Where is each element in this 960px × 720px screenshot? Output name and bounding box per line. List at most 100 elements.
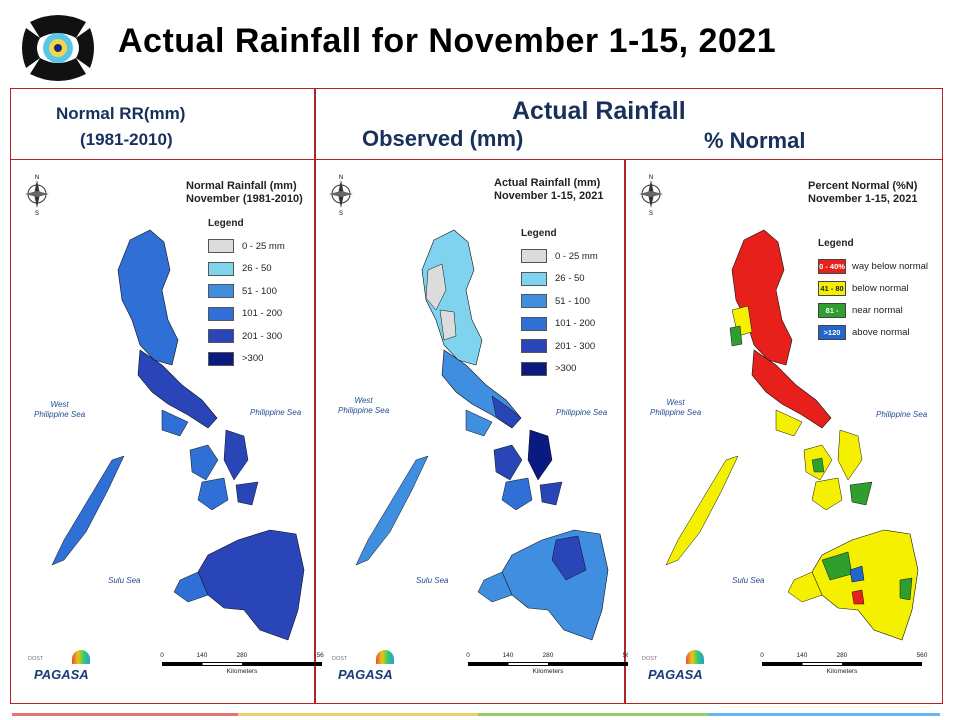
compass-n: N [35,175,39,181]
map-title: Actual Rainfall (mm) November 1-15, 2021 [494,177,603,203]
legend-swatch [208,261,234,276]
visayas-region [161,409,259,511]
content-frame [10,159,943,704]
map-title-line2: November 1-15, 2021 [808,193,918,205]
compass-n: N [339,175,343,181]
sulu-sea-label: Sulu Sea [108,576,141,585]
legend-item: 41 - 80 below normal [818,277,928,299]
scale-tick: 560 [316,652,324,659]
scale-tick: 140 [796,652,808,659]
percent-normal-map [665,229,919,641]
west-philippine-sea-label: West Philippine Sea [338,396,390,415]
normal-header-line2: (1981-2010) [80,130,173,149]
map-title-line1: Percent Normal (%N) [808,180,918,192]
legend-swatch [208,351,234,366]
umbrella-icon [376,650,394,664]
legend-swatch [208,306,234,321]
scale-tick: 0 [466,652,470,659]
page-title: Actual Rainfall for November 1-15, 2021 [118,22,777,60]
legend-swatch [208,329,234,344]
bottom-stripe-red [12,713,238,716]
legend-swatch [208,239,234,254]
map-title: Normal Rainfall (mm) November (1981-2010… [186,180,303,206]
scale-bar: 0 140 280 560 Kilometers [160,652,324,680]
compass-n: N [649,175,653,181]
bottom-stripe-green [478,713,708,716]
compass-s: S [339,211,343,216]
visayas-region [465,409,563,511]
visayas-region [775,409,873,511]
map-title-line1: Normal Rainfall (mm) [186,180,297,192]
actual-rainfall-map [355,229,609,641]
legend-item: 201 - 300 [521,335,598,358]
percent-normal-map-panel: N S Percent Normal (%N) November 1-15, 2… [626,160,938,700]
legend-item: 201 - 300 [208,325,285,348]
bottom-stripe-yellow [238,713,478,716]
compass-icon: N S [639,175,663,216]
scale-unit: Kilometers [826,668,858,675]
legend-item: 26 - 50 [208,258,285,281]
legend-item: 26 - 50 [521,268,598,291]
rainfall-legend: Legend 0 - 25 mm 26 - 50 51 - 100 101 - … [208,218,285,370]
scale-bar-graphic [468,662,628,666]
legend-item: 0 - 25 mm [208,235,285,258]
philippine-sea-label: Philippine Sea [876,410,928,419]
map-title-line2: November 1-15, 2021 [494,190,604,202]
pagasa-logo-top-text: DOST [28,656,44,662]
mindanao-region [477,529,609,641]
legend-swatch [208,284,234,299]
west-philippine-sea-label: West Philippine Sea [650,398,702,417]
actual-rainfall-header: Actual Rainfall [512,97,686,125]
normal-rainfall-map-panel: N S Normal Rainfall (mm) November (1981-… [12,160,324,700]
pagasa-logo-text: PAGASA [648,667,703,682]
legend-item: >300 [521,358,598,381]
compass-s: S [649,211,653,216]
umbrella-icon [72,650,90,664]
observed-header: Observed (mm) [362,126,524,151]
scale-tick: 560 [622,652,628,659]
pagasa-logo-top-text: DOST [642,656,658,662]
legend-item: 101 - 200 [208,303,285,326]
legend-item: 51 - 100 [521,290,598,313]
pagasa-logo: DOST PAGASA [634,650,714,686]
sulu-sea-label: Sulu Sea [416,576,449,585]
bottom-stripe-blue [708,713,940,716]
scale-tick: 0 [760,652,764,659]
legend-swatch [521,249,547,264]
philippine-sea-label: Philippine Sea [250,408,302,417]
legend-swatch [521,294,547,309]
panel-divider-2 [624,159,626,704]
sulu-sea-label: Sulu Sea [732,576,765,585]
legend-item: >120 above normal [818,321,928,343]
pagasa-logo-text: PAGASA [338,667,393,682]
legend-swatch [521,339,547,354]
rainfall-legend: Legend 0 - 25 mm 26 - 50 51 - 100 101 - … [521,228,598,380]
scale-tick: 0 [160,652,164,659]
percent-normal-legend: Legend 0 - 40% way below normal 41 - 80 be… [818,238,928,343]
panel-divider-1 [314,159,316,704]
luzon-region [421,229,522,429]
scale-bar: 0 140 280 560 Kilometers [466,652,628,680]
west-philippine-sea-label: West Philippine Sea [34,400,86,419]
compass-s: S [35,211,39,216]
percent-normal-header: % Normal [704,128,806,153]
legend-item: 0 - 25 mm [521,245,598,268]
pagasa-logo-text: PAGASA [34,667,89,682]
compass-icon: N S [25,175,49,216]
scale-unit: Kilometers [532,668,564,675]
scale-bar-graphic [162,662,322,666]
compass-icon: N S [329,175,353,216]
scale-tick: 140 [196,652,208,659]
legend-title: Legend [208,218,244,229]
map-title-line2: November (1981-2010) [186,193,303,205]
legend-swatch: 0 - 40% [818,258,846,274]
pagasa-seal-logo [22,14,94,82]
legend-swatch [521,271,547,286]
legend-swatch: 41 - 80 [818,280,846,296]
legend-swatch [521,316,547,331]
actual-header-box [315,88,943,160]
luzon-region [117,229,218,429]
mindanao-region [787,529,919,641]
scale-tick: 280 [836,652,848,659]
legend-swatch: 81 - 120 [818,302,846,328]
